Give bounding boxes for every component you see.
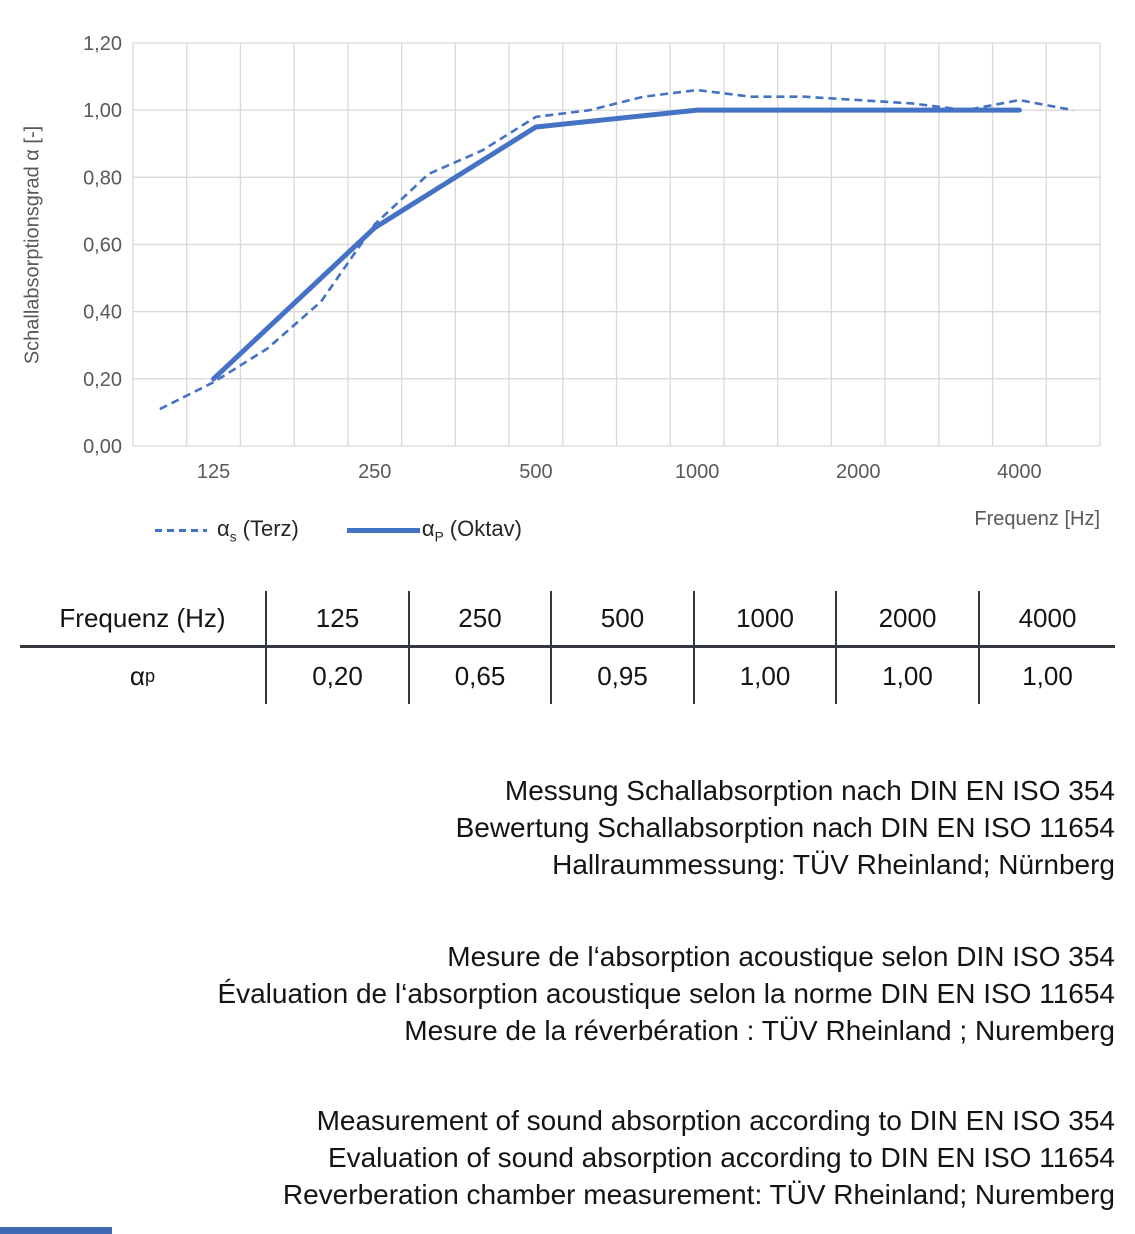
note-line: Mesure de la réverbération : TÜV Rheinla…: [404, 1015, 1115, 1046]
y-tick-label: 0,00: [83, 436, 122, 458]
legend-label-terz: αs (Terz): [217, 516, 299, 545]
table-value-125: 0,20: [265, 648, 408, 704]
x-tick-label: 125: [197, 461, 230, 483]
table-header-125: 125: [265, 591, 408, 648]
note-line: Mesure de l‘absorption acoustique selon …: [447, 941, 1115, 972]
note-english: Measurement of sound absorption accordin…: [283, 1102, 1115, 1213]
table-value-250: 0,65: [408, 648, 550, 704]
chart-legend: αs (Terz) αP (Oktav): [155, 516, 522, 544]
table-header-2000: 2000: [835, 591, 978, 648]
y-tick-label: 1,20: [83, 33, 122, 55]
y-tick-label: 0,80: [83, 167, 122, 189]
table-header-250: 250: [408, 591, 550, 648]
y-axis-title: Schallabsorptionsgrad α [-]: [21, 125, 44, 365]
x-tick-label: 4000: [997, 461, 1042, 483]
series-oktav-solid-line: [211, 107, 1022, 382]
x-tick-label: 2000: [836, 461, 881, 483]
x-tick-label: 1000: [675, 461, 720, 483]
note-line: Hallraummessung: TÜV Rheinland; Nürnberg: [552, 849, 1115, 880]
series-terz-dashed-line: [159, 88, 1074, 411]
y-tick-label: 1,00: [83, 100, 122, 122]
alpha-p-table: Frequenz (Hz) 125 250 500 1000 2000 4000…: [20, 591, 1115, 704]
legend-label-oktav: αP (Oktav): [421, 516, 522, 545]
x-axis-title: Frequenz [Hz]: [974, 508, 1100, 530]
terz-dashed-line-sample: [155, 528, 207, 532]
note-line: Messung Schallabsorption nach DIN EN ISO…: [504, 775, 1115, 806]
table-header-4000: 4000: [978, 591, 1115, 648]
note-line: Évaluation de l‘absorption acoustique se…: [217, 978, 1115, 1009]
table-header-frequency: Frequenz (Hz): [20, 591, 265, 648]
table-value-4000: 1,00: [978, 648, 1115, 704]
oktav-solid-line-sample: [346, 527, 420, 533]
note-line: Measurement of sound absorption accordin…: [316, 1105, 1115, 1136]
y-tick-label: 0,40: [83, 302, 122, 324]
absorption-line-chart: 0,00 0,20 0,40 0,60 0,80 1,00 1,20 125 250 500 100…: [83, 33, 1101, 483]
note-line: Evaluation of sound absorption according…: [327, 1142, 1115, 1173]
table-value-1000: 1,00: [693, 648, 835, 704]
table-header-1000: 1000: [693, 591, 835, 648]
x-tick-label: 250: [358, 461, 391, 483]
note-french: Mesure de l‘absorption acoustique selon …: [217, 938, 1115, 1049]
note-line: Reverberation chamber measurement: TÜV R…: [282, 1179, 1115, 1210]
y-tick-label: 0,20: [83, 369, 122, 391]
table-header-500: 500: [550, 591, 693, 648]
y-tick-label: 0,60: [83, 235, 122, 257]
footer-accent-bar: [0, 1227, 112, 1234]
note-line: Bewertung Schallabsorption nach DIN EN I…: [455, 812, 1115, 843]
x-tick-label: 500: [519, 461, 552, 483]
table-value-2000: 1,00: [835, 648, 978, 704]
note-german: Messung Schallabsorption nach DIN EN ISO…: [456, 772, 1115, 883]
table-value-500: 0,95: [550, 648, 693, 704]
